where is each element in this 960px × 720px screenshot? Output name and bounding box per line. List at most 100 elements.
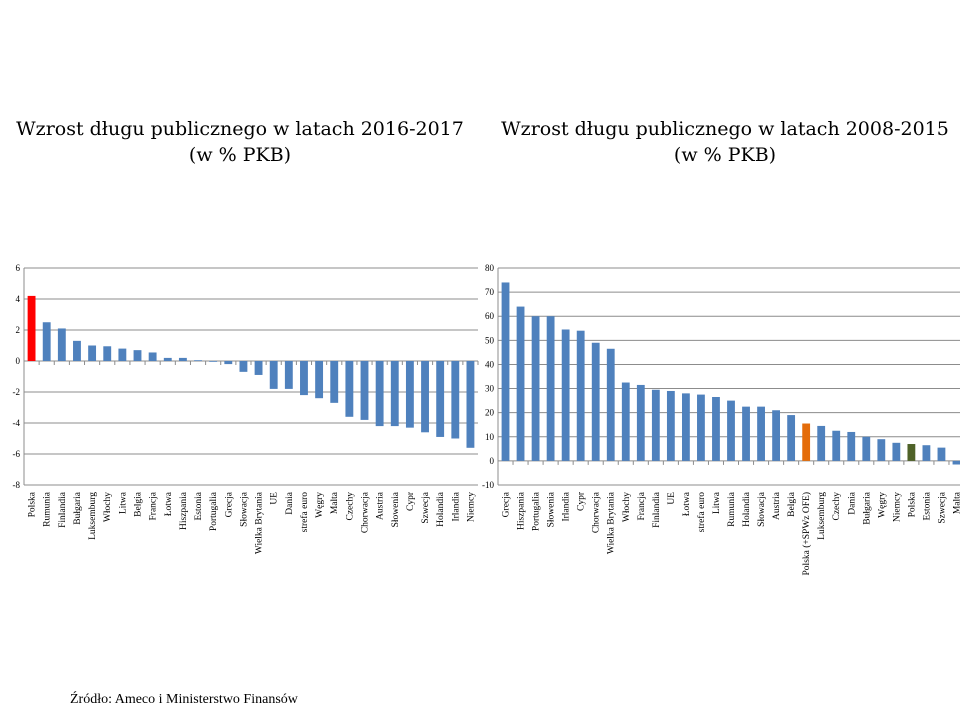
category-label: Belgia: [787, 491, 797, 517]
category-label: Bułgaria: [862, 491, 872, 524]
bar-irlandia: [561, 329, 570, 461]
category-label: Malta: [330, 491, 340, 514]
category-label: strefa euro: [696, 492, 707, 533]
category-label: Luksemburg: [88, 492, 98, 540]
category-label: Austria: [376, 491, 386, 520]
category-label: Rumunia: [43, 491, 53, 527]
bar-cypr: [576, 330, 585, 461]
bar-czechy: [832, 430, 841, 461]
category-label: Wielka Brytania: [255, 491, 265, 554]
bar-ue: [666, 390, 675, 461]
category-label: Belgia: [134, 491, 144, 517]
category-label: Szwecja: [421, 491, 431, 523]
bar-portugalia: [209, 361, 218, 362]
bar-francja: [148, 352, 157, 361]
category-label: Estonia: [922, 491, 932, 520]
bar-wielka-brytania: [606, 348, 615, 461]
category-label: UE: [270, 492, 280, 505]
y-tick-label: 80: [485, 263, 495, 273]
bar-chorwacja: [360, 361, 369, 420]
category-label: Malta: [952, 491, 960, 514]
chart-title-right-line2: (w % PKB): [673, 144, 777, 166]
bar-czechy: [345, 361, 354, 417]
y-tick-label: -6: [13, 449, 21, 459]
bar-szwecja: [937, 447, 946, 461]
bar-irlandia: [451, 361, 460, 439]
bar-cypr: [405, 361, 414, 428]
category-label: Węgry: [315, 492, 325, 518]
bar-luksemburg: [817, 425, 826, 461]
category-label: Włochy: [622, 492, 632, 522]
category-label: Łotwa: [682, 491, 692, 516]
bar-grecja: [501, 282, 510, 461]
category-label: Grecja: [502, 491, 512, 517]
bar-hiszpania: [178, 357, 187, 361]
bar-litwa: [712, 396, 720, 461]
y-tick-label: -8: [13, 480, 21, 490]
y-tick-label: 0: [490, 456, 495, 466]
bar-rumunia: [42, 322, 51, 361]
category-label: Polska (+SPWz OFE): [801, 492, 812, 575]
bar-estonia: [922, 445, 931, 461]
bar-strefa-euro: [300, 361, 308, 396]
category-label: Słowacja: [757, 491, 767, 527]
bar-s-owenia: [546, 316, 555, 461]
category-label: Polska: [907, 491, 917, 517]
bar-litwa: [118, 348, 127, 361]
bar-estonia: [194, 360, 202, 362]
category-label: Czechy: [345, 492, 355, 521]
category-label: Polska: [28, 491, 38, 517]
bar-s-owenia: [390, 361, 399, 427]
bar-niemcy: [892, 442, 901, 461]
category-label: Chorwacja: [361, 491, 371, 533]
chart-title-left-line1: Wzrost długu publicznego w latach 2016-2…: [16, 118, 464, 140]
bar-malta: [330, 361, 339, 403]
bar-chart-2008-2015: -10 0 10 20 30 40 50 60 70 80 Grecja Hiszpania Portu…: [482, 263, 960, 575]
chart-title-left-line2: (w % PKB): [188, 144, 292, 166]
bar-luksemburg: [88, 345, 97, 361]
bar-polska-spwz-ofe-: [802, 423, 811, 461]
y-tick-label: 70: [485, 287, 495, 297]
bar-w-ochy: [621, 382, 630, 461]
category-label: Cypr: [406, 491, 416, 511]
bar-s-owacja: [757, 406, 765, 461]
y-tick-label: 10: [485, 432, 495, 442]
bar-finlandia: [57, 328, 66, 361]
bar-holandia: [742, 406, 750, 461]
category-label: Grecja: [224, 491, 234, 517]
y-tick-label: 30: [485, 384, 495, 394]
bar-niemcy: [466, 361, 475, 448]
bar-wielka-brytania: [254, 361, 263, 375]
category-label: Czechy: [832, 492, 842, 521]
category-label: Wielka Brytania: [607, 491, 617, 554]
category-label: Litwa: [712, 491, 722, 514]
category-label: Węgry: [877, 492, 887, 518]
bar-szwecja: [421, 361, 429, 433]
bar-ue: [269, 361, 278, 389]
category-label: Francja: [149, 491, 159, 520]
bar-hiszpania: [516, 306, 525, 461]
category-label: Holandia: [436, 491, 446, 527]
category-label: Finlandia: [58, 491, 68, 528]
category-label: Finlandia: [652, 491, 662, 528]
source-note: Źródło: Ameco i Ministerstwo Finansów: [70, 692, 298, 707]
category-label: Niemcy: [466, 492, 476, 522]
category-label: Bułgaria: [73, 491, 83, 524]
category-label: strefa euro: [299, 492, 310, 533]
bar--otwa: [163, 357, 172, 361]
chart-title-left: Wzrost długu publicznego w latach 2016-2…: [10, 116, 470, 168]
bar-s-owacja: [239, 361, 248, 372]
category-label: Cypr: [577, 491, 587, 511]
bar-portugalia: [531, 316, 540, 461]
bar--otwa: [681, 393, 690, 461]
category-label: Słowenia: [547, 491, 557, 527]
bar-dania: [284, 361, 293, 389]
chart-title-right-line1: Wzrost długu publicznego w latach 2008-2…: [501, 118, 949, 140]
category-label: Włochy: [103, 492, 113, 522]
bar-francja: [636, 384, 645, 461]
bar-polska: [907, 444, 916, 461]
category-label: Luksemburg: [817, 492, 827, 540]
y-tick-label: -10: [482, 480, 494, 490]
category-label: Słowenia: [391, 491, 401, 527]
category-label: UE: [667, 492, 677, 505]
